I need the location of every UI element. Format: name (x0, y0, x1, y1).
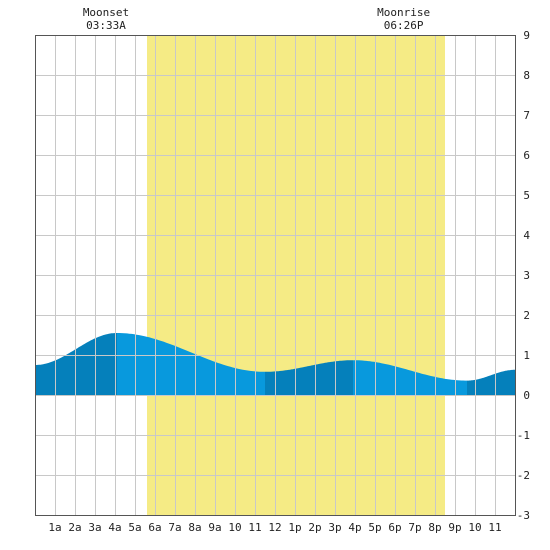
x-tick-label: 9a (208, 521, 221, 534)
y-tick-label: -3 (517, 509, 530, 522)
x-tick-label: 11 (248, 521, 261, 534)
y-tick-label: 6 (523, 149, 530, 162)
y-axis-ticks: -3 -2 -1 0 1 2 3 4 5 6 7 8 9 (517, 29, 531, 522)
moonrise-label: Moonrise (377, 6, 430, 19)
x-tick-label: 8p (428, 521, 441, 534)
y-tick-label: 7 (523, 109, 530, 122)
x-tick-label: 1p (288, 521, 301, 534)
x-tick-label: 7p (408, 521, 421, 534)
y-tick-label: 4 (523, 229, 530, 242)
x-tick-label: 6p (388, 521, 401, 534)
y-tick-label: -2 (517, 469, 530, 482)
x-tick-label: 5p (368, 521, 381, 534)
x-tick-label: 6a (148, 521, 161, 534)
x-tick-label: 10 (228, 521, 241, 534)
moon-annotations: Moonset 03:33A Moonrise 06:26P (83, 6, 430, 32)
y-tick-label: 3 (523, 269, 530, 282)
x-tick-label: 8a (188, 521, 201, 534)
tide-falling-segment (353, 360, 467, 395)
y-tick-label: 9 (523, 29, 530, 42)
x-tick-label: 3p (328, 521, 341, 534)
moonset-label: Moonset (83, 6, 129, 19)
x-axis-ticks: 1a 2a 3a 4a 5a 6a 7a 8a 9a 10 11 12 1p 2p 3p 4p 5p 6p 7p 8p… (48, 521, 501, 534)
y-tick-label: 2 (523, 309, 530, 322)
tide-falling-segment (117, 333, 265, 395)
x-tick-label: 2p (308, 521, 321, 534)
x-tick-label: 9p (448, 521, 461, 534)
x-tick-label: 2a (68, 521, 81, 534)
x-tick-label: 12 (268, 521, 281, 534)
tide-rising-segment (265, 360, 353, 395)
x-tick-label: 4p (348, 521, 361, 534)
y-tick-label: 0 (523, 389, 530, 402)
x-tick-label: 5a (128, 521, 141, 534)
x-tick-label: 11 (488, 521, 501, 534)
x-tick-label: 10 (468, 521, 481, 534)
moonrise-time: 06:26P (384, 19, 424, 32)
x-tick-label: 4a (108, 521, 121, 534)
x-tick-label: 3a (88, 521, 101, 534)
y-tick-label: -1 (517, 429, 530, 442)
tide-rising-segment (467, 369, 515, 395)
moonset-time: 03:33A (86, 19, 126, 32)
x-tick-label: 7a (168, 521, 181, 534)
y-tick-label: 1 (523, 349, 530, 362)
plot-frame (35, 35, 516, 516)
y-tick-label: 5 (523, 189, 530, 202)
x-tick-label: 1a (48, 521, 61, 534)
y-tick-label: 8 (523, 69, 530, 82)
